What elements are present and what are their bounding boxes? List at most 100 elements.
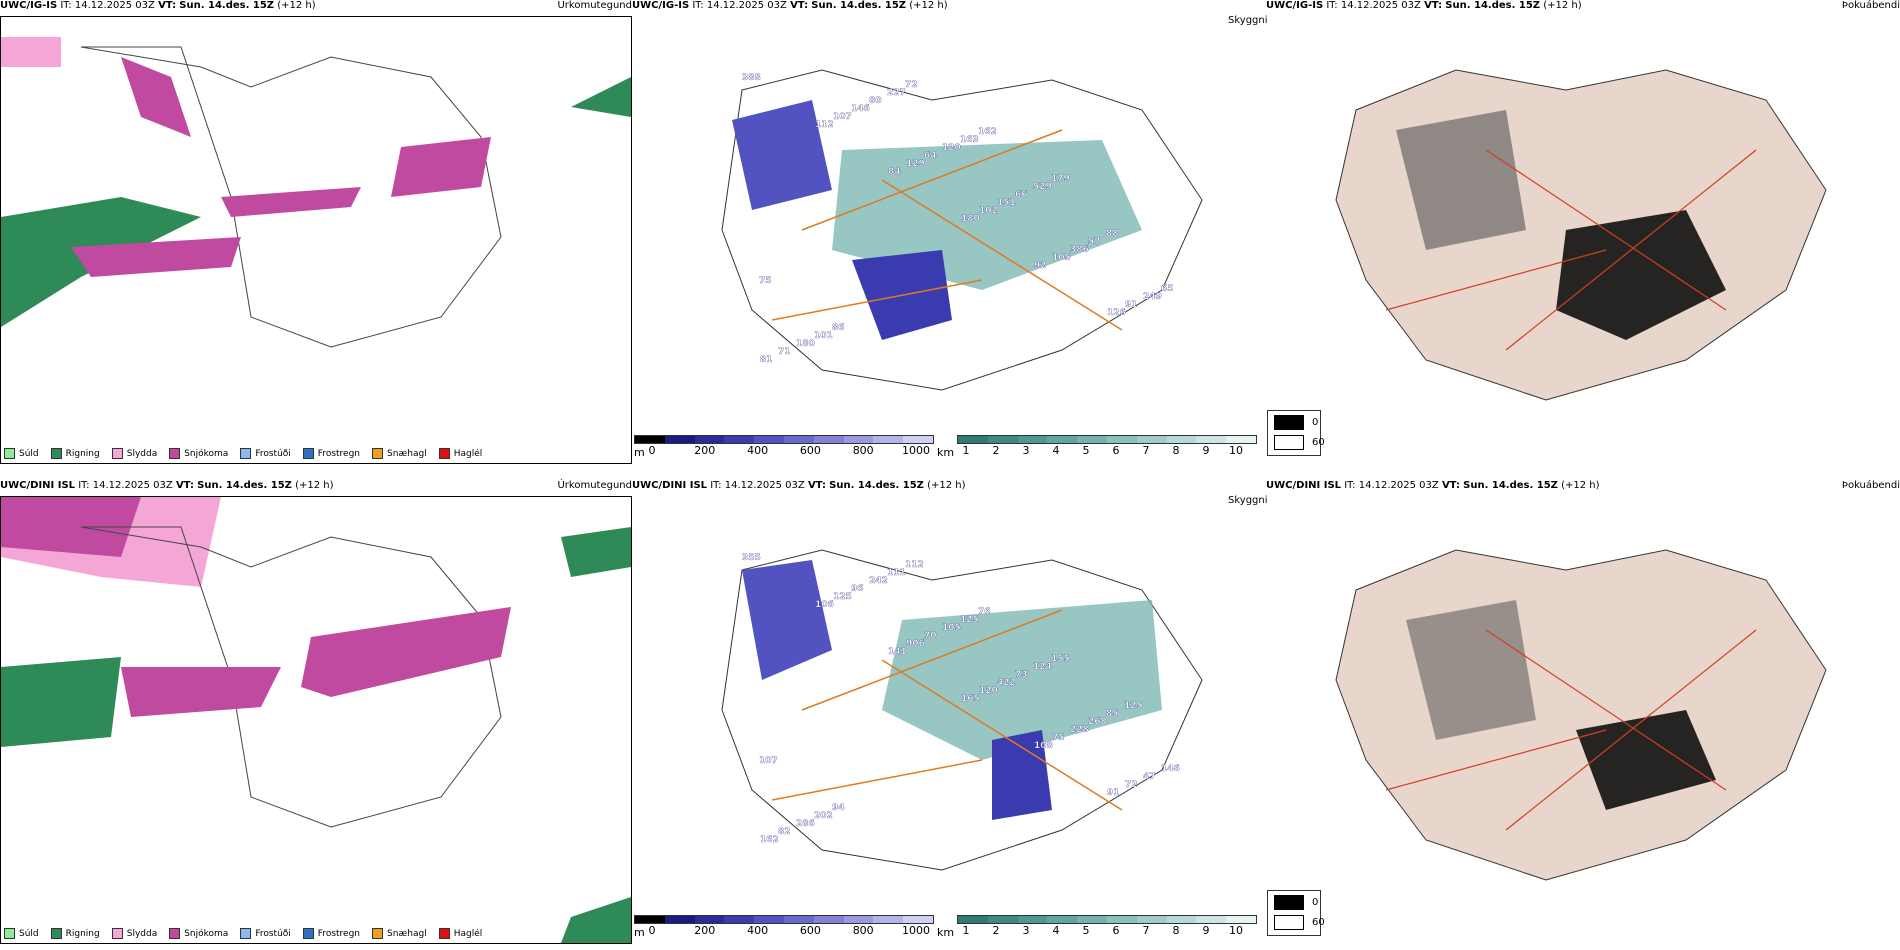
ceiling-value-label: 96 xyxy=(851,584,864,594)
legend-item-rigning: Rigning xyxy=(50,928,100,939)
ceiling-value-label: 151 xyxy=(997,198,1016,208)
precip-panel-bottom: UWC/DINI ISL IT: 14.12.2025 03Z VT: Sun.… xyxy=(0,480,632,945)
colorbar-segment xyxy=(694,916,725,923)
colorbar-tick: 9 xyxy=(1202,444,1210,457)
ceiling-value-label: 64 xyxy=(924,151,937,161)
colorbar-tick: 200 xyxy=(694,924,716,937)
fog-legend-top: 0 xyxy=(1312,417,1319,428)
colorbar-tick: 6 xyxy=(1112,924,1120,937)
vt-value: Sun. 14.des. 15Z xyxy=(811,0,907,11)
legend-item-snjókoma: Snjókoma xyxy=(169,448,228,459)
legend-label: Súld xyxy=(19,448,39,459)
ceiling-value-label: 529 xyxy=(1033,182,1052,192)
colorbar-segment xyxy=(1136,436,1167,443)
legend-swatch xyxy=(302,448,314,459)
ceiling-map: 355 106 141 165 108 91 162 125 906 120 75 72 82 96 70 4… xyxy=(721,549,1203,871)
ceiling-unit: m xyxy=(634,446,645,459)
ceiling-value-label: 70 xyxy=(924,631,937,641)
it-label: IT: xyxy=(78,480,90,491)
ceiling-value-label: 906 xyxy=(906,639,925,649)
panel-header: UWC/IG-IS IT: 14.12.2025 03Z VT: Sun. 14… xyxy=(0,0,316,11)
ceiling-ticks: 0 200 400 600 800 1000 xyxy=(634,924,934,938)
visibility-ticks: 1 2 3 4 5 6 7 8 9 10 xyxy=(957,924,1257,938)
it-label: IT: xyxy=(692,0,704,11)
ceiling-value-label: 120 xyxy=(979,686,998,696)
panel-header: UWC/DINI ISL IT: 14.12.2025 03Z VT: Sun.… xyxy=(632,480,966,491)
it-label: IT: xyxy=(710,480,722,491)
colorbar-tick: 0 xyxy=(648,444,656,457)
vt-label: VT: xyxy=(175,480,194,491)
colorbar-tick: 3 xyxy=(1022,444,1030,457)
lead-time: (+12 h) xyxy=(909,0,948,11)
ceiling-value-label: 124 xyxy=(1033,662,1052,672)
ceiling-value-label: 268 xyxy=(1088,717,1107,727)
it-value: 14.12.2025 03Z xyxy=(1358,480,1439,491)
colorbar-segment xyxy=(783,916,814,923)
legend-swatch xyxy=(169,448,181,459)
ceiling-value-label: 112 xyxy=(815,120,834,130)
fog-legend: 0 60 xyxy=(1267,410,1325,456)
ceiling-value-label: 125 xyxy=(1124,701,1143,711)
colorbar-segment xyxy=(1047,916,1078,923)
ceiling-value-label: 86 xyxy=(832,323,845,333)
legend-swatch xyxy=(438,928,450,939)
legend-label: Frostregn xyxy=(317,928,361,939)
precip-panel-top: UWC/IG-IS IT: 14.12.2025 03Z VT: Sun. 14… xyxy=(0,0,632,465)
fog-legend-dense-swatch xyxy=(1274,895,1304,910)
vt-label: VT: xyxy=(1424,0,1443,11)
visibility-colorbar xyxy=(957,915,1257,924)
legend-label: Snæhagl xyxy=(387,928,427,939)
ceiling-value-label: 75 xyxy=(759,276,772,286)
colorbar-tick: 8 xyxy=(1172,924,1180,937)
rain-area xyxy=(571,77,631,117)
fog-panel-top: UWC/IG-IS IT: 14.12.2025 03Z VT: Sun. 14… xyxy=(1266,0,1900,465)
legend-label: Snjókoma xyxy=(184,448,229,459)
panel-header: UWC/DINI ISL IT: 14.12.2025 03Z VT: Sun.… xyxy=(0,480,334,491)
colorbar-segment xyxy=(987,916,1018,923)
colorbar-segment xyxy=(1226,436,1256,443)
model-name: UWC/DINI ISL xyxy=(1266,480,1342,491)
colorbar-tick: 10 xyxy=(1229,924,1243,937)
model-name: UWC/IG-IS xyxy=(1266,0,1324,11)
ceiling-value-label: 107 xyxy=(759,756,778,766)
visibility-unit: km xyxy=(937,926,955,939)
legend-item-frostregn: Frostregn xyxy=(302,448,361,459)
colorbar-segment xyxy=(813,916,844,923)
colorbar-segment xyxy=(903,916,933,923)
ceiling-map: 388 112 84 180 92 126 81 107 129 102 105 91 71 146 64 1… xyxy=(721,69,1203,391)
snow-area xyxy=(121,57,191,137)
it-value: 14.12.2025 03Z xyxy=(1340,0,1421,11)
colorbar-segment xyxy=(724,916,755,923)
ceiling-value-label: 162 xyxy=(978,127,997,137)
legend-swatch xyxy=(4,448,15,459)
vt-value: Sun. 14.des. 15Z xyxy=(197,480,292,491)
legend-label: Frostregn xyxy=(317,448,361,459)
colorbar-segment xyxy=(1077,916,1107,923)
ceiling-value-label: 202 xyxy=(814,811,833,821)
road-network xyxy=(771,129,1123,331)
ceiling-value-label: 179 xyxy=(1051,174,1070,184)
legend-label: Rigning xyxy=(65,928,100,939)
colorbar-tick: 1000 xyxy=(902,924,930,937)
legend-swatch xyxy=(169,928,181,939)
colorbar-segment xyxy=(813,436,844,443)
lead-time: (+12 h) xyxy=(1561,480,1600,491)
ceiling-value-label: 422 xyxy=(997,678,1016,688)
iceland-precip-map xyxy=(1,497,631,943)
colorbar-segment xyxy=(1196,436,1227,443)
legend-item-slydda: Slydda xyxy=(111,448,157,459)
colorbar-segment xyxy=(958,436,988,443)
visibility-ticks: 1 2 3 4 5 6 7 8 9 10 xyxy=(957,444,1257,458)
legend-item-slydda: Slydda xyxy=(111,928,157,939)
fog-legend: 0 60 xyxy=(1267,890,1325,936)
legend-label: Rigning xyxy=(65,448,100,459)
vt-value: Sun. 14.des. 15Z xyxy=(1463,480,1558,491)
fog-area xyxy=(1406,600,1536,740)
legend-swatch xyxy=(4,928,15,939)
legend-swatch xyxy=(372,448,384,459)
ceiling-value-label: 111 xyxy=(887,568,906,578)
rain-area xyxy=(561,897,631,943)
colorbar-tick: 600 xyxy=(799,924,821,937)
ceiling-value-label: 91 xyxy=(1125,300,1138,310)
road-network xyxy=(1385,629,1757,831)
